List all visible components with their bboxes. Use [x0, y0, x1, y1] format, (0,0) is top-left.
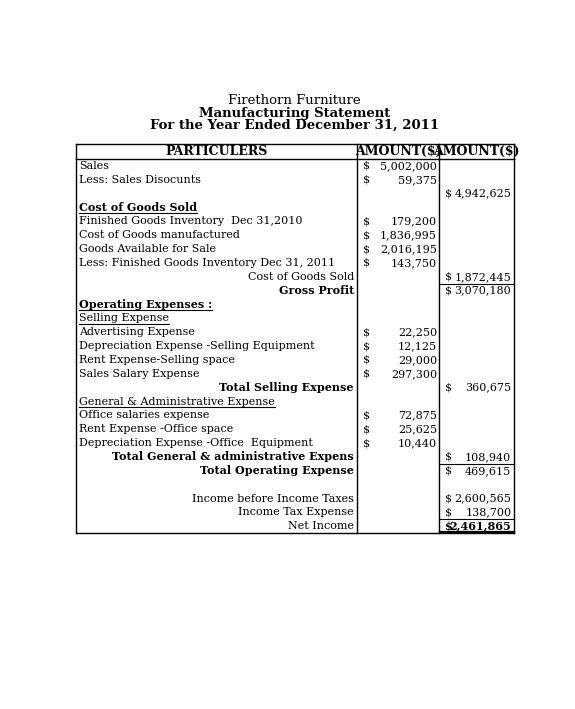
Text: Less: Sales Disocunts: Less: Sales Disocunts [79, 175, 201, 185]
Text: $: $ [444, 466, 452, 476]
Text: Total Operating Expense: Total Operating Expense [200, 465, 354, 476]
Text: 2,016,195: 2,016,195 [380, 244, 437, 254]
Text: Advertising Expense: Advertising Expense [79, 328, 195, 337]
Text: $: $ [362, 411, 370, 420]
Text: PARTICULERS: PARTICULERS [165, 145, 267, 158]
Text: $: $ [362, 216, 370, 226]
Text: $: $ [362, 161, 370, 171]
Text: 1,872,445: 1,872,445 [455, 272, 511, 281]
Text: 2,600,565: 2,600,565 [454, 493, 511, 503]
Text: 360,675: 360,675 [465, 383, 511, 393]
Text: 5,002,000: 5,002,000 [380, 161, 437, 171]
Text: Office salaries expense: Office salaries expense [79, 411, 209, 420]
Text: 1,836,995: 1,836,995 [380, 230, 437, 240]
Text: 4,942,625: 4,942,625 [454, 189, 511, 199]
Text: Finished Goods Inventory  Dec 31,2010: Finished Goods Inventory Dec 31,2010 [79, 216, 302, 226]
Text: Rent Expense-Selling space: Rent Expense-Selling space [79, 355, 235, 365]
Text: Firethorn Furniture: Firethorn Furniture [228, 94, 361, 107]
Text: 3,070,180: 3,070,180 [455, 286, 511, 296]
Text: $: $ [362, 424, 370, 435]
Text: $: $ [362, 230, 370, 240]
Text: $: $ [362, 355, 370, 365]
Text: Cost of Goods Sold: Cost of Goods Sold [79, 202, 197, 213]
Text: Operating Expenses :: Operating Expenses : [79, 299, 212, 310]
Text: AMOUNT($): AMOUNT($) [355, 145, 442, 158]
Text: Income before Income Taxes: Income before Income Taxes [192, 493, 354, 503]
Text: AMOUNT($): AMOUNT($) [433, 145, 520, 158]
Text: Net Income: Net Income [288, 521, 354, 531]
Text: 29,000: 29,000 [398, 355, 437, 365]
Text: 297,300: 297,300 [391, 369, 437, 379]
Text: 59,375: 59,375 [398, 175, 437, 185]
Text: General & Administrative Expense: General & Administrative Expense [79, 396, 275, 406]
Text: Income Tax Expense: Income Tax Expense [239, 508, 354, 518]
Text: Goods Available for Sale: Goods Available for Sale [79, 244, 216, 254]
Text: 10,440: 10,440 [398, 438, 437, 448]
Text: Selling Expense: Selling Expense [79, 313, 169, 323]
Text: $: $ [444, 286, 452, 296]
Text: 143,750: 143,750 [391, 258, 437, 268]
Text: Gross Profit: Gross Profit [279, 285, 354, 296]
Text: 22,250: 22,250 [398, 328, 437, 337]
Text: $: $ [444, 493, 452, 503]
Text: Sales: Sales [79, 161, 109, 171]
Text: $: $ [362, 258, 370, 268]
Text: 179,200: 179,200 [391, 216, 437, 226]
Text: Total Selling Expense: Total Selling Expense [220, 382, 354, 393]
Text: 12,125: 12,125 [398, 341, 437, 351]
Text: 25,625: 25,625 [398, 424, 437, 435]
Text: 72,875: 72,875 [398, 411, 437, 420]
Text: $: $ [362, 175, 370, 185]
Text: Total General & administrative Expens: Total General & administrative Expens [112, 452, 354, 462]
Text: $: $ [444, 272, 452, 281]
Text: $: $ [362, 328, 370, 337]
Text: For the Year Ended December 31, 2011: For the Year Ended December 31, 2011 [150, 119, 439, 132]
Text: Depreciation Expense -Office  Equipment: Depreciation Expense -Office Equipment [79, 438, 313, 448]
Text: $: $ [444, 189, 452, 199]
Text: Manufacturing Statement: Manufacturing Statement [199, 106, 390, 120]
Text: Cost of Goods Sold: Cost of Goods Sold [248, 272, 354, 281]
Text: $: $ [444, 521, 453, 532]
Text: 2,461,865: 2,461,865 [450, 521, 511, 532]
Text: $: $ [362, 341, 370, 351]
Text: $: $ [362, 438, 370, 448]
Text: 108,940: 108,940 [465, 452, 511, 462]
Text: $: $ [444, 452, 452, 462]
Text: Cost of Goods manufactured: Cost of Goods manufactured [79, 230, 240, 240]
Text: Less: Finished Goods Inventory Dec 31, 2011: Less: Finished Goods Inventory Dec 31, 2… [79, 258, 335, 268]
Text: $: $ [362, 369, 370, 379]
Text: Rent Expense -Office space: Rent Expense -Office space [79, 424, 233, 435]
Text: Depreciation Expense -Selling Equipment: Depreciation Expense -Selling Equipment [79, 341, 315, 351]
Text: $: $ [362, 244, 370, 254]
Text: 138,700: 138,700 [465, 508, 511, 518]
Text: 469,615: 469,615 [465, 466, 511, 476]
Text: $: $ [444, 383, 452, 393]
Text: $: $ [444, 508, 452, 518]
Text: Sales Salary Expense: Sales Salary Expense [79, 369, 200, 379]
